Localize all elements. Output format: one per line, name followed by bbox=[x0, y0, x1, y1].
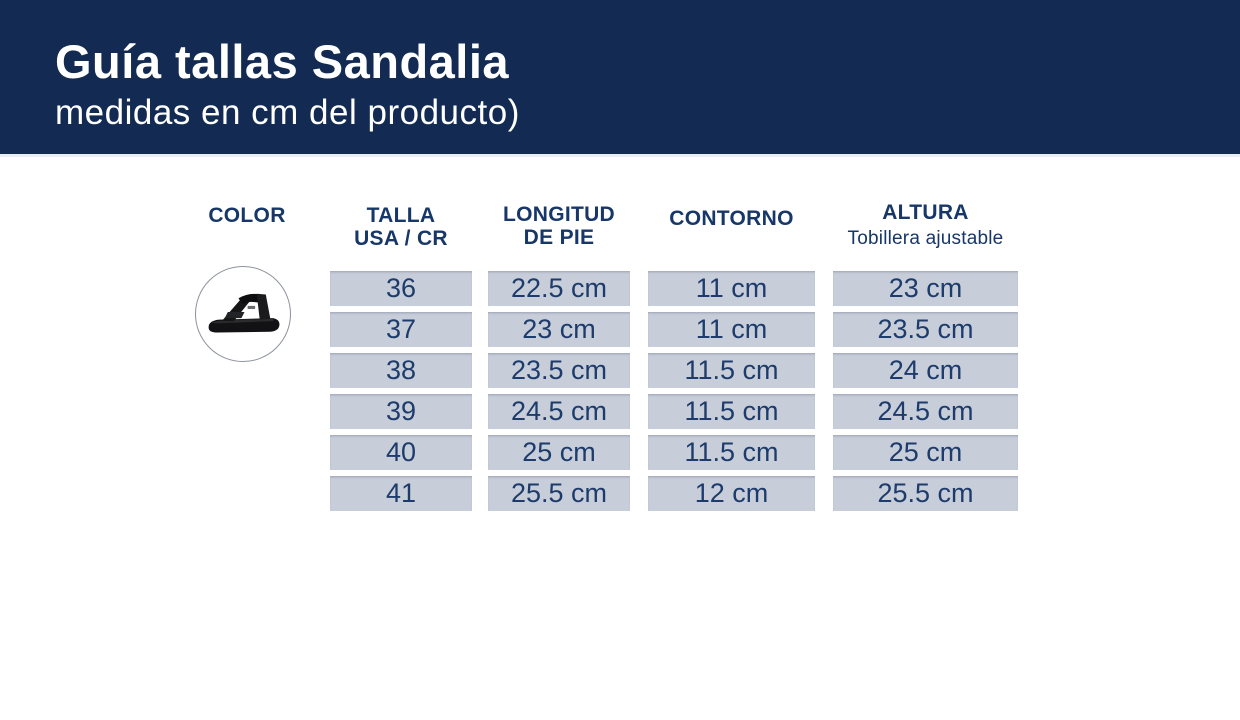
column-header-talla-line1: TALLA bbox=[366, 204, 436, 227]
column-header-talla: TALLA USA / CR bbox=[330, 204, 472, 250]
table-cell-talla-41: 41 bbox=[330, 476, 472, 511]
table-cell-longitud-36: 22.5 cm bbox=[488, 271, 630, 306]
table-cell-talla-37: 37 bbox=[330, 312, 472, 347]
table-cell-contorno-40: 11.5 cm bbox=[648, 435, 815, 470]
column-header-color: COLOR bbox=[180, 204, 314, 227]
table-cell-contorno-41: 12 cm bbox=[648, 476, 815, 511]
column-header-longitud-line1: LONGITUD bbox=[502, 203, 616, 226]
page-title: Guía tallas Sandalia bbox=[55, 35, 510, 88]
column-header-color-label: COLOR bbox=[208, 204, 286, 227]
column-header-altura-sublabel: Tobillera ajustable bbox=[847, 228, 1004, 249]
table-cell-altura-39: 24.5 cm bbox=[833, 394, 1018, 429]
table-column-contorno: 11 cm 11 cm 11.5 cm 11.5 cm 11.5 cm 12 cm bbox=[648, 271, 815, 517]
table-cell-talla-36: 36 bbox=[330, 271, 472, 306]
table-cell-longitud-40: 25 cm bbox=[488, 435, 630, 470]
page-subtitle: medidas en cm del producto) bbox=[55, 93, 520, 132]
table-column-altura: 23 cm 23.5 cm 24 cm 24.5 cm 25 cm 25.5 cm bbox=[833, 271, 1018, 517]
table-column-talla: 36 37 38 39 40 41 bbox=[330, 271, 472, 517]
table-cell-talla-40: 40 bbox=[330, 435, 472, 470]
table-cell-contorno-39: 11.5 cm bbox=[648, 394, 815, 429]
table-cell-altura-40: 25 cm bbox=[833, 435, 1018, 470]
table-cell-contorno-37: 11 cm bbox=[648, 312, 815, 347]
table-cell-longitud-39: 24.5 cm bbox=[488, 394, 630, 429]
table-cell-contorno-38: 11.5 cm bbox=[648, 353, 815, 388]
table-cell-altura-41: 25.5 cm bbox=[833, 476, 1018, 511]
black-sandal-icon bbox=[205, 283, 281, 346]
column-header-altura: ALTURA Tobillera ajustable bbox=[813, 201, 1038, 250]
column-header-longitud-line2: DE PIE bbox=[523, 226, 595, 249]
column-header-talla-line2: USA / CR bbox=[354, 227, 448, 250]
column-header-contorno: CONTORNO bbox=[648, 207, 815, 230]
table-cell-talla-38: 38 bbox=[330, 353, 472, 388]
table-column-longitud: 22.5 cm 23 cm 23.5 cm 24.5 cm 25 cm 25.5 cm bbox=[488, 271, 630, 517]
column-header-contorno-label: CONTORNO bbox=[669, 207, 794, 230]
column-header-altura-label: ALTURA bbox=[882, 201, 969, 224]
table-cell-contorno-36: 11 cm bbox=[648, 271, 815, 306]
table-cell-longitud-41: 25.5 cm bbox=[488, 476, 630, 511]
table-cell-altura-37: 23.5 cm bbox=[833, 312, 1018, 347]
product-photo-circle bbox=[195, 266, 291, 362]
table-cell-longitud-37: 23 cm bbox=[488, 312, 630, 347]
column-header-longitud: LONGITUD DE PIE bbox=[488, 203, 630, 249]
table-cell-altura-38: 24 cm bbox=[833, 353, 1018, 388]
header-band: Guía tallas Sandalia medidas en cm del p… bbox=[0, 0, 1240, 157]
table-cell-talla-39: 39 bbox=[330, 394, 472, 429]
table-cell-longitud-38: 23.5 cm bbox=[488, 353, 630, 388]
table-cell-altura-36: 23 cm bbox=[833, 271, 1018, 306]
